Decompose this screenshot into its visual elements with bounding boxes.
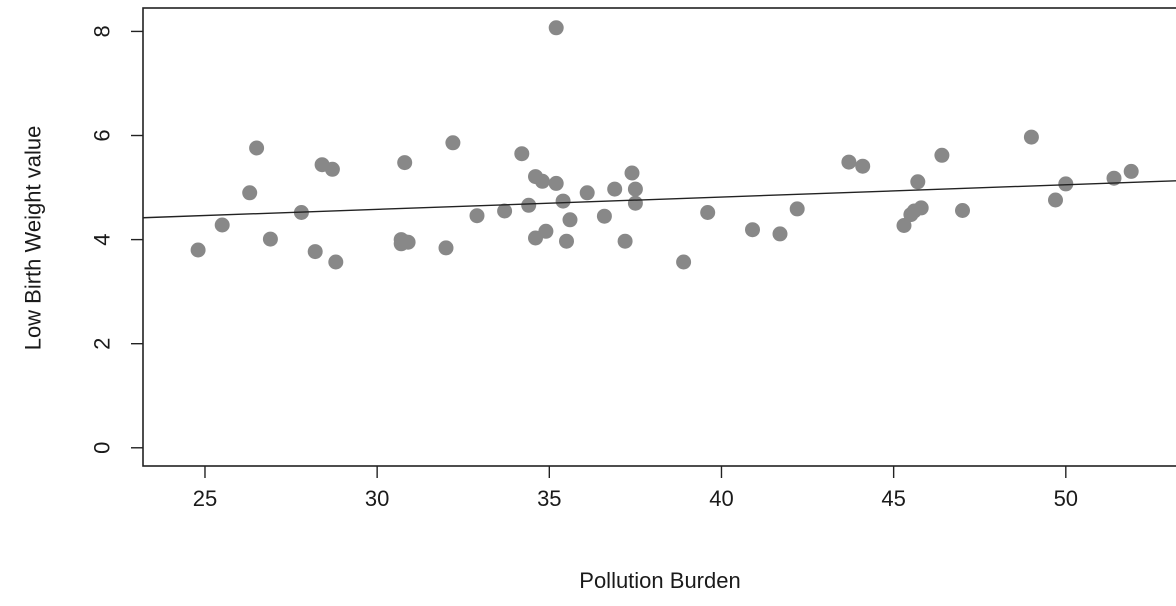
x-tick-label: 40 bbox=[709, 486, 733, 511]
data-point bbox=[676, 254, 692, 270]
data-point bbox=[896, 218, 912, 233]
data-point bbox=[249, 140, 265, 156]
y-tick-label: 8 bbox=[90, 25, 115, 37]
data-point bbox=[934, 147, 950, 163]
data-point bbox=[789, 201, 805, 217]
data-point bbox=[841, 154, 857, 170]
data-point bbox=[627, 181, 643, 197]
data-point bbox=[514, 146, 530, 162]
data-point bbox=[400, 234, 416, 250]
data-point bbox=[1023, 129, 1039, 145]
data-point bbox=[214, 217, 230, 233]
x-tick-label: 35 bbox=[537, 486, 561, 511]
regression-line-group bbox=[142, 180, 1176, 219]
data-point bbox=[397, 155, 413, 171]
x-tick-label: 25 bbox=[193, 486, 217, 511]
data-point bbox=[745, 222, 760, 238]
data-point bbox=[855, 158, 871, 174]
data-point bbox=[548, 20, 564, 36]
y-tick-label: 4 bbox=[90, 233, 115, 245]
data-point bbox=[538, 223, 554, 239]
data-point bbox=[1106, 170, 1122, 186]
data-point bbox=[445, 135, 461, 151]
x-tick-label: 30 bbox=[365, 486, 389, 511]
data-point bbox=[562, 212, 578, 228]
data-point bbox=[548, 175, 564, 191]
data-point bbox=[913, 200, 929, 216]
data-point bbox=[1058, 176, 1074, 192]
axes: 25 30 35 40 45 50 0 2 4 6 8 bbox=[90, 25, 1079, 511]
data-point bbox=[772, 226, 788, 242]
data-point bbox=[596, 208, 612, 224]
data-point bbox=[617, 233, 633, 249]
data-point bbox=[579, 185, 595, 201]
x-axis-title: Pollution Burden bbox=[579, 568, 740, 593]
data-point bbox=[262, 231, 278, 247]
y-tick-label: 2 bbox=[90, 338, 115, 350]
x-tick-label: 45 bbox=[881, 486, 905, 511]
data-point bbox=[559, 233, 574, 249]
y-tick-label: 6 bbox=[90, 129, 115, 141]
plot-frame bbox=[142, 7, 1176, 467]
x-tick-label: 50 bbox=[1054, 486, 1078, 511]
data-point bbox=[307, 244, 323, 260]
data-point bbox=[497, 203, 513, 219]
data-point bbox=[1123, 163, 1139, 179]
data-point bbox=[1048, 192, 1063, 208]
regression-line bbox=[142, 180, 1176, 219]
data-point bbox=[910, 174, 926, 190]
data-point bbox=[521, 197, 537, 213]
data-point bbox=[555, 193, 571, 209]
data-point bbox=[242, 185, 258, 201]
data-point bbox=[534, 173, 550, 189]
data-point bbox=[328, 254, 344, 270]
data-point bbox=[627, 195, 643, 211]
data-point bbox=[438, 240, 454, 256]
data-point bbox=[324, 161, 340, 177]
data-point bbox=[700, 205, 716, 220]
data-point bbox=[955, 203, 970, 218]
data-point bbox=[607, 181, 623, 197]
data-point bbox=[624, 165, 640, 181]
data-point bbox=[469, 208, 485, 224]
y-axis-title: Low Birth Weight value bbox=[21, 126, 46, 351]
data-points bbox=[190, 20, 1139, 270]
data-point bbox=[190, 242, 206, 258]
y-tick-label: 0 bbox=[90, 442, 115, 454]
